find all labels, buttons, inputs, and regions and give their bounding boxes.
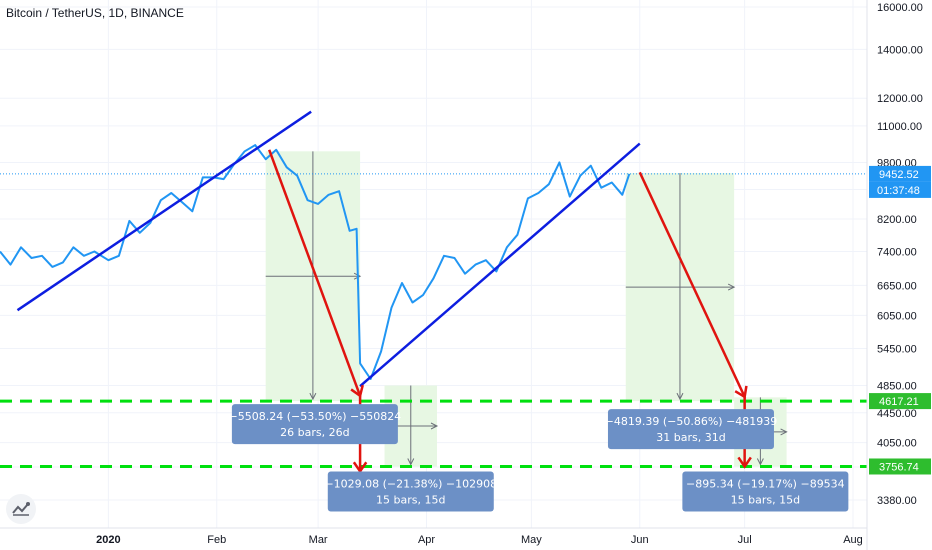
trendline bbox=[359, 142, 641, 388]
tradingview-logo-icon bbox=[12, 502, 30, 516]
countdown-box bbox=[869, 181, 931, 198]
measure-arrowhead bbox=[727, 283, 736, 291]
measurement-label-bars: 15 bars, 15d bbox=[731, 493, 800, 506]
price-tag: 9452.52 01:37:48 bbox=[869, 165, 931, 198]
measurement-label-box bbox=[682, 471, 849, 512]
time-tick-label: Jun bbox=[631, 534, 649, 546]
measurement-label-box bbox=[231, 404, 398, 445]
measure-arrowhead bbox=[430, 422, 439, 430]
time-axis-labels: 2020 Feb Mar Apr May Jun Jul Aug bbox=[96, 534, 863, 546]
drop-arrow bbox=[268, 149, 362, 397]
chart-title: Bitcoin / TetherUS, 1D, BINANCE bbox=[6, 6, 184, 20]
price-tag-countdown: 01:37:48 bbox=[877, 185, 920, 197]
level-tag-label: 4617.21 bbox=[879, 396, 919, 408]
measurement-labels[interactable]: −5508.24 (−53.50%) −550824 26 bars, 26d −1… bbox=[229, 404, 849, 512]
price-tag-value: 9452.52 bbox=[879, 169, 919, 181]
drop-arrowhead bbox=[734, 385, 748, 399]
time-tick-label: Aug bbox=[843, 534, 863, 546]
price-tick-label: 4050.00 bbox=[877, 438, 917, 450]
price-tick-label: 5450.00 bbox=[877, 344, 917, 356]
time-tick-label: Jul bbox=[738, 534, 752, 546]
level-tag-box bbox=[869, 393, 931, 410]
time-tick-label: 2020 bbox=[96, 534, 120, 546]
price-tick-label: 6650.00 bbox=[877, 280, 917, 292]
time-tick-label: Feb bbox=[207, 534, 226, 546]
time-tick-label: Apr bbox=[418, 534, 435, 546]
axes bbox=[0, 0, 868, 550]
price-tick-label: 11000.00 bbox=[877, 121, 922, 133]
tradingview-logo[interactable] bbox=[6, 494, 36, 524]
drop-arrowhead bbox=[352, 461, 368, 474]
measure-arrowhead bbox=[407, 458, 415, 466]
level-tag-label: 3756.74 bbox=[879, 461, 919, 473]
price-tick-label: 14000.00 bbox=[877, 44, 923, 56]
measurement-label-bars: 15 bars, 15d bbox=[376, 493, 445, 506]
price-tick-label: 3380.00 bbox=[877, 495, 917, 507]
measurement-label-change: −1029.08 (−21.38%) −102908 bbox=[324, 477, 497, 490]
measurement-label-box bbox=[607, 409, 774, 450]
time-tick-label: Mar bbox=[309, 534, 328, 546]
trendline bbox=[16, 110, 312, 312]
price-tick-label: 16000.00 bbox=[877, 2, 923, 14]
time-tick-label: May bbox=[521, 534, 542, 546]
price-tick-label: 6050.00 bbox=[877, 310, 917, 322]
measurement-label-box bbox=[327, 471, 494, 512]
measure-arrowhead bbox=[676, 392, 684, 401]
drop-arrow bbox=[638, 171, 746, 398]
price-tick-label: 4850.00 bbox=[877, 380, 917, 392]
price-series bbox=[0, 144, 631, 380]
measurement-ranges bbox=[265, 151, 788, 467]
measurement-label-change: −5508.24 (−53.50%) −550824 bbox=[229, 410, 402, 423]
level-tag-box bbox=[869, 458, 931, 475]
level-tags: 4617.21 3756.74 bbox=[869, 393, 931, 475]
measure-arrowhead bbox=[780, 428, 788, 436]
measurement-label-bars: 31 bars, 31d bbox=[656, 431, 725, 444]
price-axis-labels: 3380.003750.004050.004450.004850.005450.… bbox=[877, 2, 923, 507]
price-tick-label: 7400.00 bbox=[877, 247, 917, 259]
measure-arrowhead bbox=[353, 272, 362, 280]
trendlines[interactable] bbox=[16, 110, 641, 388]
measure-arrowhead bbox=[756, 458, 764, 466]
measurement-label-change: −4819.39 (−50.86%) −481939 bbox=[605, 415, 778, 428]
measure-arrowhead bbox=[309, 392, 317, 401]
price-tick-label: 12000.00 bbox=[877, 93, 923, 105]
measurement-label-bars: 26 bars, 26d bbox=[280, 426, 349, 439]
measurement-label-change: −895.34 (−19.17%) −89534 bbox=[686, 477, 845, 490]
drop-arrowhead bbox=[737, 456, 752, 469]
price-line bbox=[0, 144, 631, 380]
price-tag-box bbox=[869, 165, 931, 182]
support-levels[interactable] bbox=[0, 173, 867, 468]
price-tick-label: 4450.00 bbox=[877, 408, 917, 420]
price-tick-label: 8200.00 bbox=[877, 214, 917, 226]
